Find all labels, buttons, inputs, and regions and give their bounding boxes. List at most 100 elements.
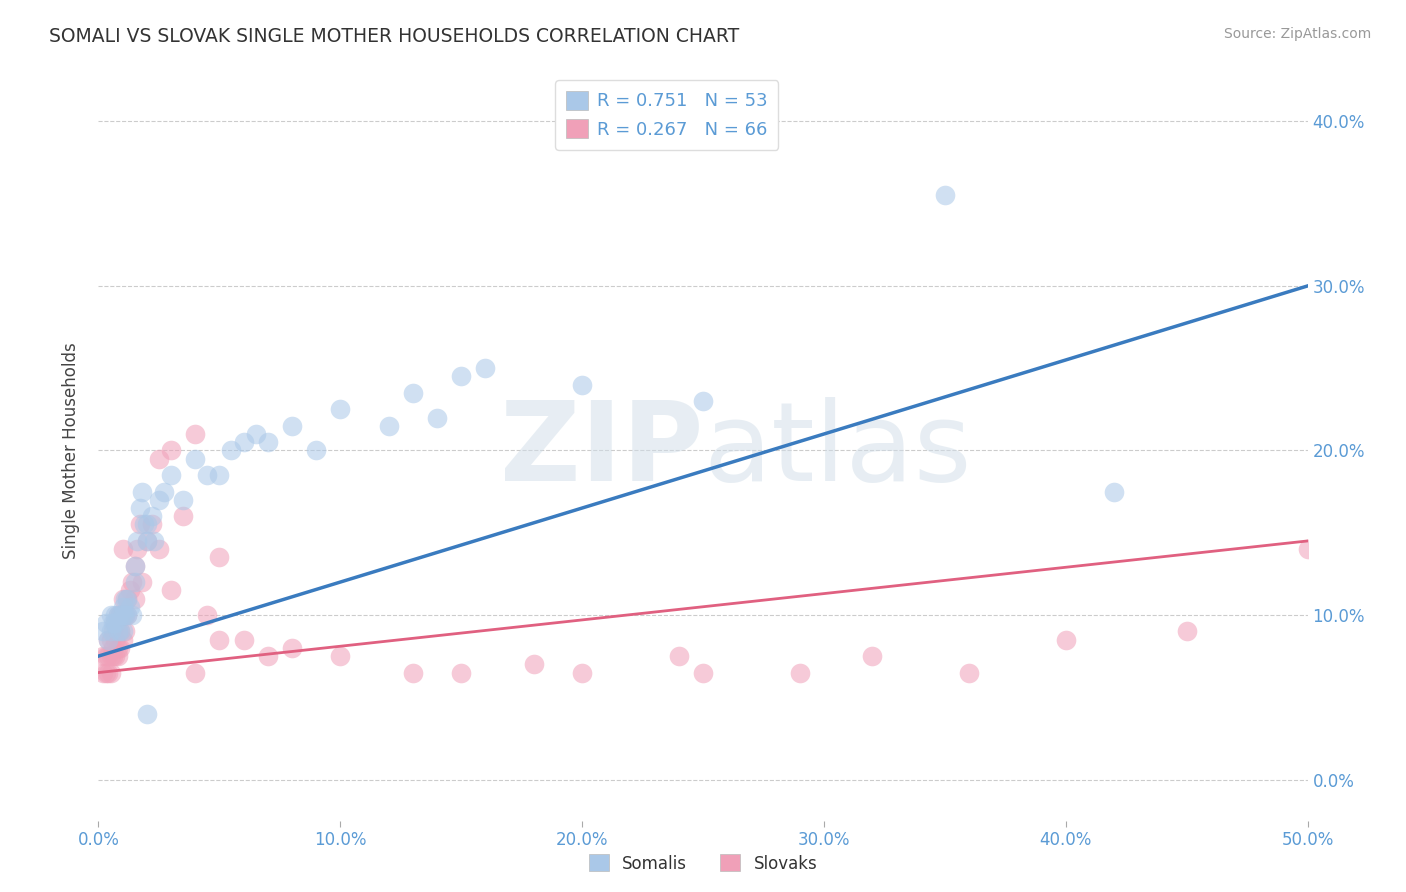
Point <box>107 649 129 664</box>
Point <box>135 706 157 721</box>
Point <box>402 385 425 400</box>
Point <box>100 624 122 639</box>
Legend: Somalis, Slovaks: Somalis, Slovaks <box>582 847 824 880</box>
Point <box>571 377 593 392</box>
Point <box>100 649 122 664</box>
Point <box>148 542 170 557</box>
Point <box>450 369 472 384</box>
Point <box>114 624 136 639</box>
Point <box>1175 624 1198 639</box>
Point <box>195 468 218 483</box>
Point <box>184 427 207 442</box>
Point <box>208 632 231 647</box>
Point <box>97 649 120 664</box>
Point <box>172 509 194 524</box>
Point <box>104 607 127 622</box>
Point <box>100 665 122 680</box>
Point <box>124 558 146 573</box>
Point <box>101 616 124 631</box>
Point <box>111 607 134 622</box>
Point <box>111 591 134 606</box>
Point <box>135 533 157 548</box>
Point <box>107 624 129 639</box>
Point <box>148 492 170 507</box>
Text: Source: ZipAtlas.com: Source: ZipAtlas.com <box>1223 27 1371 41</box>
Point <box>121 607 143 622</box>
Point <box>101 640 124 655</box>
Point <box>426 410 449 425</box>
Point <box>121 575 143 590</box>
Point <box>692 665 714 680</box>
Point <box>402 665 425 680</box>
Point <box>104 649 127 664</box>
Point <box>789 665 811 680</box>
Point <box>101 649 124 664</box>
Point <box>131 484 153 499</box>
Point <box>97 632 120 647</box>
Point <box>107 640 129 655</box>
Point <box>148 451 170 466</box>
Point <box>114 607 136 622</box>
Point <box>100 632 122 647</box>
Point <box>160 468 183 483</box>
Point <box>118 599 141 614</box>
Point <box>523 657 546 672</box>
Point <box>152 484 174 499</box>
Point <box>91 624 114 639</box>
Point <box>160 583 183 598</box>
Point <box>1296 542 1319 557</box>
Point <box>91 649 114 664</box>
Y-axis label: Single Mother Households: Single Mother Households <box>62 343 80 558</box>
Point <box>107 607 129 622</box>
Point <box>104 616 127 631</box>
Point <box>135 533 157 548</box>
Point <box>107 607 129 622</box>
Text: SOMALI VS SLOVAK SINGLE MOTHER HOUSEHOLDS CORRELATION CHART: SOMALI VS SLOVAK SINGLE MOTHER HOUSEHOLD… <box>49 27 740 45</box>
Point <box>232 632 254 647</box>
Point <box>111 632 134 647</box>
Text: atlas: atlas <box>703 397 972 504</box>
Point <box>329 649 352 664</box>
Point <box>450 665 472 680</box>
Point <box>160 443 183 458</box>
Point <box>94 665 117 680</box>
Point <box>141 509 163 524</box>
Point <box>108 624 131 639</box>
Point <box>208 550 231 565</box>
Point <box>281 418 304 433</box>
Point <box>117 607 139 622</box>
Point <box>256 435 278 450</box>
Point <box>281 640 304 655</box>
Point <box>107 624 129 639</box>
Point <box>101 624 124 639</box>
Point <box>111 624 134 639</box>
Point <box>860 649 883 664</box>
Point <box>934 188 956 202</box>
Point <box>1102 484 1125 499</box>
Point <box>128 517 150 532</box>
Point <box>474 361 496 376</box>
Point <box>141 517 163 532</box>
Point <box>108 624 131 639</box>
Point <box>104 632 127 647</box>
Point <box>131 575 153 590</box>
Point <box>128 501 150 516</box>
Point <box>571 665 593 680</box>
Point <box>114 607 136 622</box>
Point <box>957 665 980 680</box>
Point <box>108 607 131 622</box>
Point <box>111 607 134 622</box>
Point <box>256 649 278 664</box>
Legend: R = 0.751   N = 53, R = 0.267   N = 66: R = 0.751 N = 53, R = 0.267 N = 66 <box>555 80 778 150</box>
Point <box>143 533 166 548</box>
Point <box>108 607 131 622</box>
Point <box>232 435 254 450</box>
Point <box>135 517 157 532</box>
Point <box>97 632 120 647</box>
Point <box>184 665 207 680</box>
Point <box>108 640 131 655</box>
Point <box>111 542 134 557</box>
Point <box>117 607 139 622</box>
Point <box>184 451 207 466</box>
Point <box>127 542 149 557</box>
